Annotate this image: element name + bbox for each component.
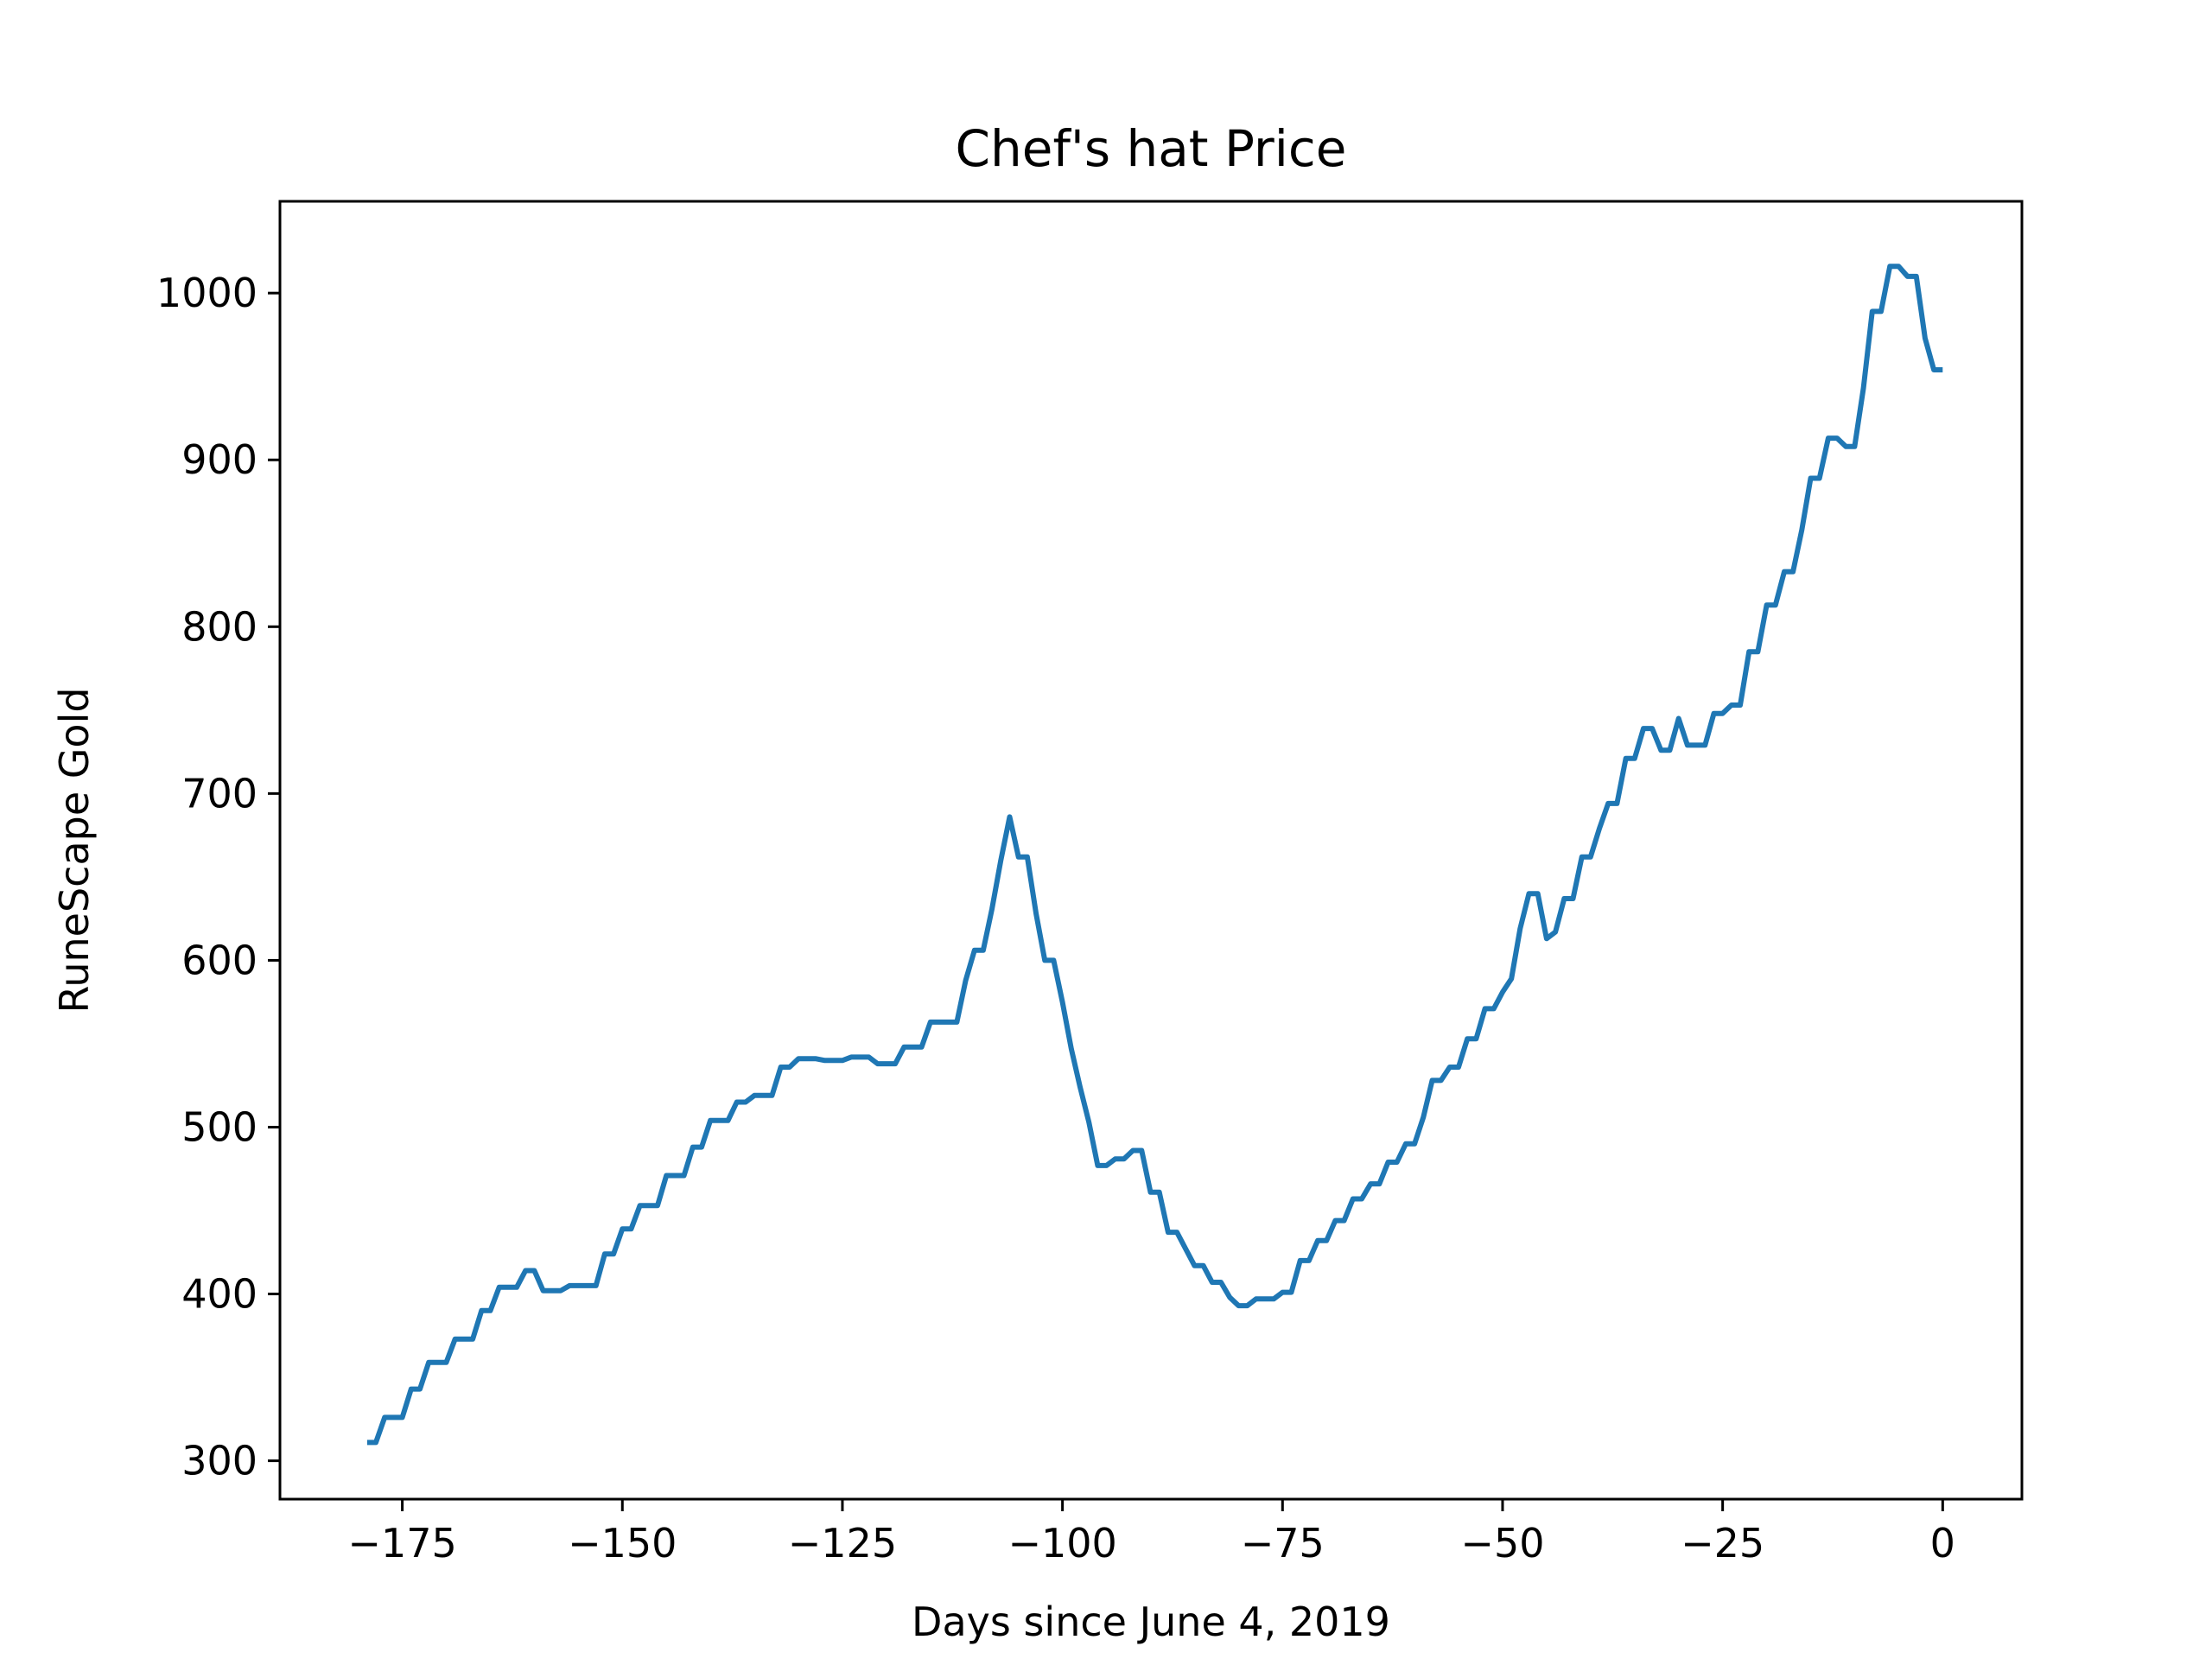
y-tick-label: 700 — [181, 770, 257, 817]
series-line-0 — [366, 264, 1943, 1446]
plot-area-frame — [278, 200, 2024, 1501]
x-tick-label: −75 — [1241, 1520, 1325, 1567]
x-tick-label: 0 — [1930, 1520, 1955, 1567]
y-tick-label: 500 — [181, 1103, 257, 1150]
x-tick-label: −100 — [1007, 1520, 1116, 1567]
y-tick-label: 900 — [181, 436, 257, 483]
chart-title: Chef's hat Price — [956, 119, 1347, 178]
x-tick-label: −175 — [347, 1520, 456, 1567]
x-tick-label: −25 — [1681, 1520, 1764, 1567]
y-tick-label: 300 — [181, 1438, 257, 1484]
x-tick-label: −50 — [1460, 1520, 1544, 1567]
x-tick-label: −150 — [568, 1520, 677, 1567]
x-axis-label: Days since June 4, 2019 — [912, 1599, 1390, 1645]
y-axis-label: RuneScape Gold — [51, 687, 98, 1013]
series-layer — [366, 264, 1943, 1446]
y-tick-label: 600 — [181, 937, 257, 983]
x-tick-label: −125 — [788, 1520, 897, 1567]
y-tick-label: 1000 — [156, 270, 257, 316]
x-axis: −175 −150 −125 −100 −75 −50 −25 0 — [347, 1499, 1955, 1567]
y-axis: 300 400 500 600 700 800 900 1000 — [156, 270, 280, 1484]
y-tick-label: 400 — [181, 1271, 257, 1318]
y-tick-label: 800 — [181, 603, 257, 650]
